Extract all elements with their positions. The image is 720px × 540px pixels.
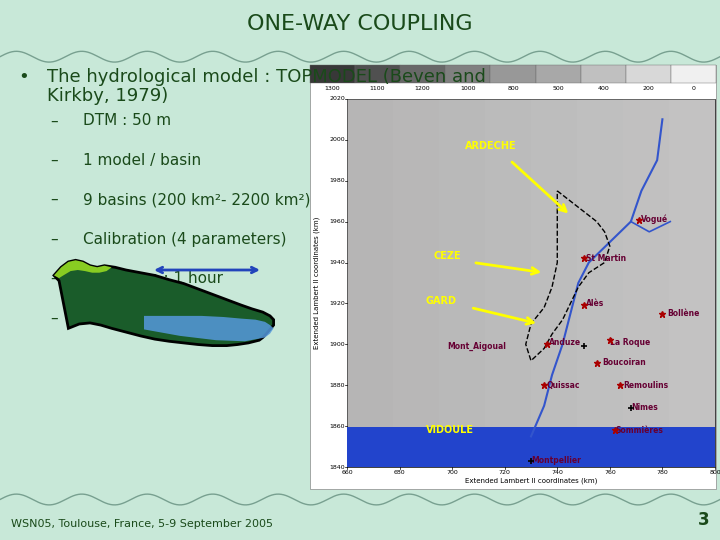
Text: 200: 200 [643, 86, 654, 91]
Text: 1940: 1940 [329, 260, 345, 265]
Bar [310, 65, 355, 83]
Text: 1880: 1880 [329, 383, 345, 388]
Text: Boucoiran: Boucoiran [602, 358, 646, 367]
Text: 760: 760 [604, 470, 616, 475]
Text: WSN05, Toulouse, France, 5-9 September 2005: WSN05, Toulouse, France, 5-9 September 2… [11, 519, 273, 529]
Text: 780: 780 [657, 470, 668, 475]
Bar [626, 65, 671, 83]
Text: Bollène: Bollène [667, 309, 700, 318]
Text: 740: 740 [552, 470, 563, 475]
Text: Extended Lambert II coordinates (km): Extended Lambert II coordinates (km) [465, 478, 597, 484]
Bar [669, 99, 715, 467]
Text: Alès: Alès [586, 299, 604, 308]
Text: Quissac: Quissac [546, 381, 580, 390]
Bar [536, 65, 581, 83]
Text: Extended Lambert II coordinates (km): Extended Lambert II coordinates (km) [313, 217, 320, 349]
Text: –: – [50, 232, 58, 247]
Text: –: – [50, 192, 58, 207]
Text: Mont_Aigoual: Mont_Aigoual [447, 342, 505, 351]
Text: 1900: 1900 [329, 342, 345, 347]
Text: 1200: 1200 [415, 86, 431, 91]
Text: 0: 0 [692, 86, 696, 91]
Text: 1300: 1300 [325, 86, 340, 91]
Text: 9 basins (200 km²- 2200 km²): 9 basins (200 km²- 2200 km²) [83, 192, 310, 207]
Bar [577, 99, 623, 467]
Text: Kirkby, 1979): Kirkby, 1979) [47, 87, 168, 105]
Text: –: – [50, 113, 58, 129]
Polygon shape [54, 260, 112, 278]
Text: 2000: 2000 [329, 137, 345, 142]
Text: Sommières: Sommières [615, 426, 663, 435]
Text: 3: 3 [698, 511, 709, 529]
Text: 1100: 1100 [369, 86, 385, 91]
Text: –: – [50, 271, 58, 286]
Bar [485, 99, 531, 467]
Bar [445, 65, 490, 83]
Text: St Martin: St Martin [586, 254, 626, 263]
Text: 1000: 1000 [460, 86, 475, 91]
Text: 800: 800 [507, 86, 519, 91]
Text: 2020: 2020 [329, 96, 345, 102]
Text: Montpellier: Montpellier [531, 456, 581, 465]
Text: Vogué: Vogué [642, 215, 668, 224]
Bar [393, 99, 439, 467]
Text: 1980: 1980 [329, 178, 345, 183]
Text: 1840: 1840 [329, 464, 345, 470]
Text: Calibration (4 parameters): Calibration (4 parameters) [83, 232, 287, 247]
Text: DTM : 50 m: DTM : 50 m [83, 113, 171, 129]
Text: The hydrological model : TOPMODEL (Beven and: The hydrological model : TOPMODEL (Beven… [47, 68, 486, 85]
Bar [347, 99, 715, 467]
Text: •: • [18, 68, 29, 85]
Text: Nîmes: Nîmes [631, 403, 657, 412]
Text: VIDOULE: VIDOULE [426, 426, 474, 435]
Text: Remoulins: Remoulins [623, 381, 668, 390]
Text: 700: 700 [446, 470, 458, 475]
Bar [623, 99, 669, 467]
Text: 1 model / basin: 1 model / basin [83, 153, 201, 168]
Text: GARD: GARD [426, 296, 457, 306]
Text: 500: 500 [552, 86, 564, 91]
Bar [347, 99, 393, 467]
Bar [347, 427, 715, 467]
Text: Time step : 1 hour: Time step : 1 hour [83, 271, 222, 286]
Bar [581, 65, 626, 83]
Text: ONE-WAY COUPLING: ONE-WAY COUPLING [247, 14, 473, 33]
Text: 1860: 1860 [329, 424, 345, 429]
Text: 720: 720 [499, 470, 510, 475]
Bar [490, 65, 536, 83]
Polygon shape [54, 260, 274, 346]
Text: Anduze: Anduze [549, 338, 582, 347]
Bar [531, 99, 577, 467]
Text: 1960: 1960 [329, 219, 345, 224]
Bar [400, 65, 445, 83]
Bar [671, 65, 716, 83]
Text: 660: 660 [341, 470, 353, 475]
Text: 1920: 1920 [329, 301, 345, 306]
Text: ARDECHE: ARDECHE [465, 141, 517, 151]
Text: 800: 800 [709, 470, 720, 475]
Bar [310, 65, 716, 489]
Text: Areal rainfall depths: Areal rainfall depths [83, 310, 238, 326]
Bar [439, 99, 485, 467]
Text: 680: 680 [394, 470, 405, 475]
Text: La Roque: La Roque [610, 338, 650, 347]
Bar [355, 65, 400, 83]
Polygon shape [144, 316, 274, 341]
Text: –: – [50, 153, 58, 168]
Text: –: – [50, 310, 58, 326]
Text: CEZE: CEZE [433, 251, 462, 261]
Text: 400: 400 [598, 86, 609, 91]
